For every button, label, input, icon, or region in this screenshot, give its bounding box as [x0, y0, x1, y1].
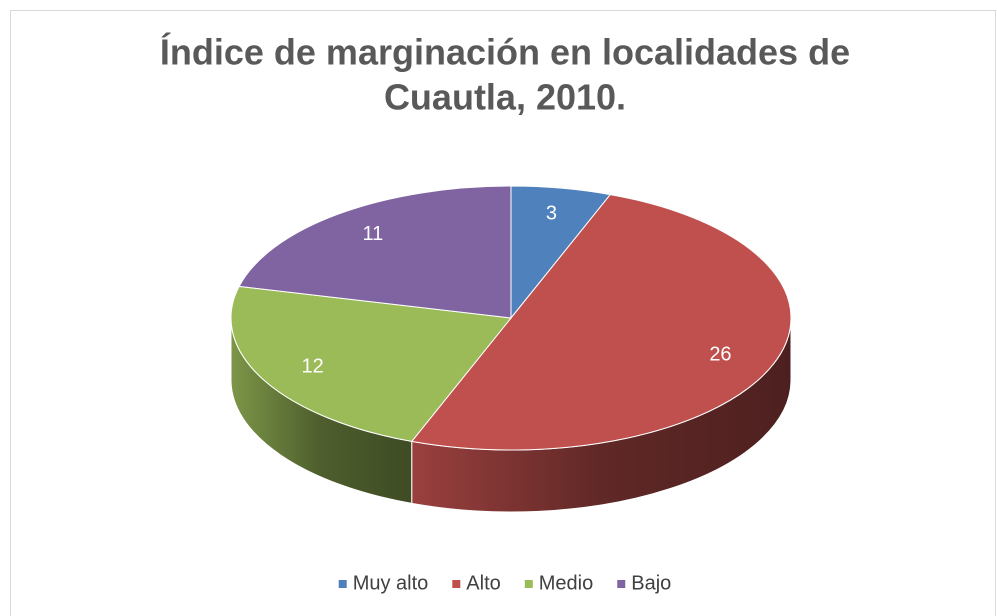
- legend-label: Bajo: [631, 572, 671, 594]
- chart-title: Índice de marginación en localidades de: [160, 32, 850, 73]
- data-label: 3: [546, 202, 557, 224]
- data-label: 11: [362, 223, 383, 245]
- data-label: 26: [709, 344, 731, 366]
- legend-label: Alto: [466, 572, 500, 594]
- legend-swatch: [524, 580, 533, 588]
- legend-swatch: [452, 580, 461, 588]
- legend-swatch: [338, 580, 347, 588]
- legend-swatch: [617, 580, 626, 588]
- slice: [230, 285, 512, 442]
- slice: [410, 194, 791, 451]
- slice: [238, 185, 512, 319]
- legend-label: Medio: [539, 572, 593, 594]
- chart-title: Cuautla, 2010.: [384, 77, 626, 118]
- legend-label: Muy alto: [353, 572, 429, 594]
- data-label: 12: [302, 355, 324, 377]
